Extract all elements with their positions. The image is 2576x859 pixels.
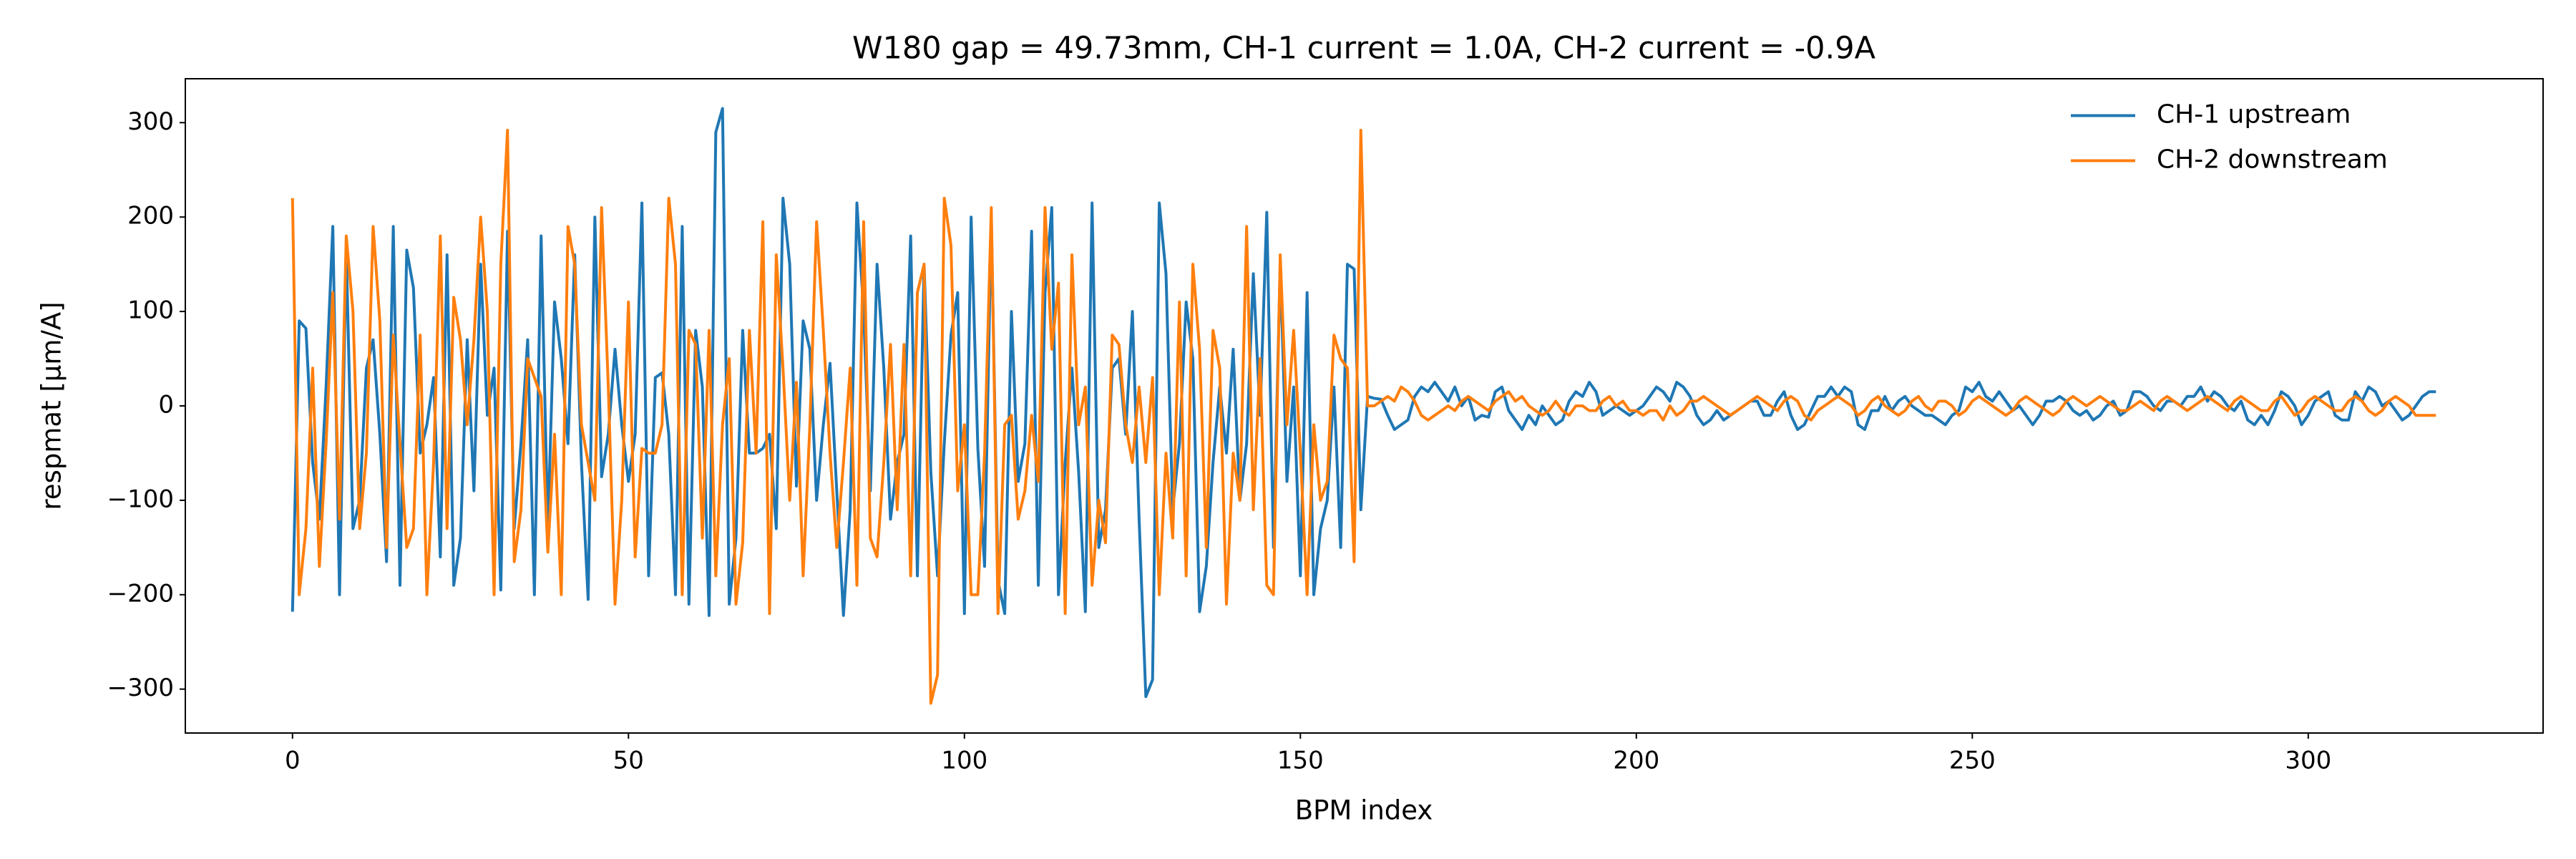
x-tick-label: 150 xyxy=(1277,747,1324,775)
legend-label: CH-1 upstream xyxy=(2157,100,2351,130)
y-tick-label: 100 xyxy=(127,296,174,325)
x-tick-label: 200 xyxy=(1613,747,1659,775)
x-axis-label: BPM index xyxy=(1295,795,1433,826)
y-tick-label: 0 xyxy=(158,391,174,419)
x-tick-label: 100 xyxy=(941,747,987,775)
y-axis-label: respmat [μm/A] xyxy=(36,301,67,510)
y-tick-label: −300 xyxy=(107,674,174,702)
y-tick-label: −200 xyxy=(107,579,174,608)
x-tick-label: 50 xyxy=(613,747,644,775)
x-tick-label: 0 xyxy=(285,747,301,775)
series-line xyxy=(291,128,2436,705)
series-line xyxy=(291,107,2436,699)
y-tick-label: 200 xyxy=(127,202,174,230)
y-tick-label: 300 xyxy=(127,107,174,136)
x-tick-label: 300 xyxy=(2285,747,2331,775)
plot-frame xyxy=(185,78,2544,734)
chart-title: W180 gap = 49.73mm, CH-1 current = 1.0A,… xyxy=(852,31,1876,67)
y-tick-label: −100 xyxy=(107,485,174,513)
x-tick-label: 250 xyxy=(1949,747,1996,775)
legend-label: CH-2 downstream xyxy=(2157,145,2388,175)
